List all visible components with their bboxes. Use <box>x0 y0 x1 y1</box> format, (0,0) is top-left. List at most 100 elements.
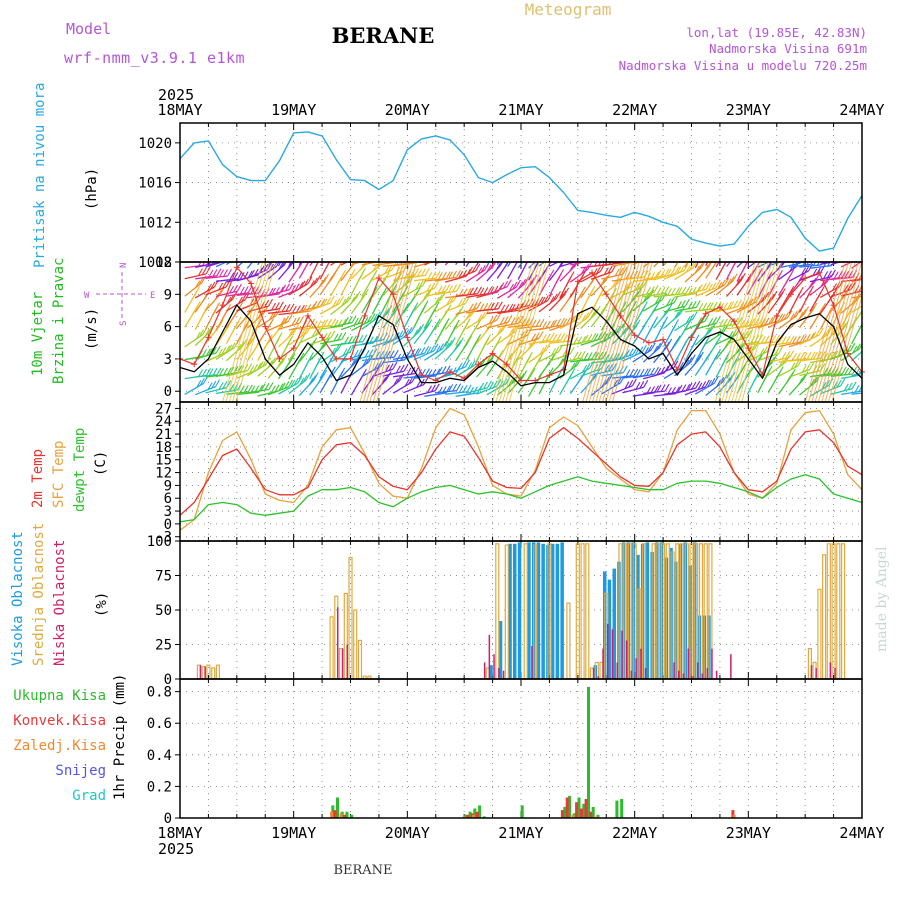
wind-gust-marker <box>816 269 823 276</box>
wind-barb-feather <box>689 313 695 322</box>
wind-barb-feather <box>618 267 624 276</box>
wind-barb-feather <box>448 285 454 293</box>
wind-barb-feather <box>311 375 317 383</box>
wind-barb-feather <box>603 267 609 275</box>
cloud-bar-low <box>640 648 642 679</box>
wind-barb-feather <box>216 367 222 376</box>
wind-barb-feather <box>796 276 802 285</box>
wind-barb-feather <box>546 358 552 367</box>
panel-2-ytick-label-10: 27 <box>155 401 172 417</box>
wind-barb <box>246 262 254 269</box>
wind-barb-feather <box>427 385 432 393</box>
wind-barb-feather <box>653 285 659 293</box>
wind-barb-feather <box>216 268 222 277</box>
wind-barb <box>851 392 862 395</box>
wind-barb-feather <box>556 318 562 327</box>
wind-barb-feather <box>424 345 430 354</box>
wind-barb-feather <box>720 279 726 288</box>
bottom-x-tick-2: 20MAY <box>385 824 430 842</box>
wind-barb-feather <box>239 286 245 295</box>
wind-barb-feather <box>326 358 332 367</box>
wind-gust-marker <box>276 355 283 362</box>
wind-barb-feather <box>320 319 326 328</box>
wind-barb-feather <box>584 312 590 320</box>
temp-side-label-1: 2m Temp <box>30 449 46 508</box>
wind-barb-feather <box>858 385 862 392</box>
precip-bar-total <box>568 795 572 818</box>
panel-2-ytick-label-7: 18 <box>155 440 172 456</box>
wind-barb-feather <box>631 378 637 387</box>
wind-barb-feather <box>536 276 542 285</box>
wind-barb-feather <box>241 294 247 302</box>
wind-barb-feather <box>447 339 453 348</box>
wind-barb-feather <box>218 282 224 291</box>
wind-barb-feather <box>217 348 223 357</box>
wind-barb-feather <box>264 325 270 333</box>
wind-barb-feather <box>628 379 634 388</box>
wind-barb-feather <box>456 270 461 278</box>
cloud-bar-high <box>612 568 616 679</box>
wind-barb-feather <box>660 384 666 392</box>
wind-barb-feather <box>770 316 776 324</box>
cloud-bar-low <box>498 668 500 679</box>
wind-barb-feather <box>694 265 700 274</box>
cloud-bar-low <box>673 662 675 679</box>
wind-barb-feather <box>453 343 459 352</box>
wind-barb-feather <box>552 319 558 328</box>
wind-barb-feather <box>452 383 458 392</box>
wind-barb-feather <box>738 275 744 284</box>
precip-bar-conv <box>343 814 347 818</box>
wind-barb-feather <box>669 361 675 370</box>
cloud-bar-high <box>560 542 564 679</box>
cloud-bar-high <box>508 543 512 679</box>
cloud-bar-low <box>625 640 628 679</box>
wind-barb-feather <box>218 319 224 327</box>
bottom-x-tick-labels: 18MAY 19MAY 20MAY 21MAY 22MAY 23MAY 24MAY <box>157 824 884 842</box>
wind-barb-feather <box>586 293 592 301</box>
wind-barb-feather <box>810 351 816 360</box>
wind-barb <box>736 262 744 268</box>
wind-barb-feather <box>659 323 665 332</box>
wind-barb-feather <box>602 262 605 266</box>
wind-barb-feather <box>288 282 294 291</box>
panel-4-ytick-label-0: 0 <box>164 811 172 827</box>
wind-barb-feather <box>732 273 738 282</box>
wind-barb-feather <box>488 316 494 324</box>
wind-barb-feather <box>641 344 647 353</box>
wind-hatch-line <box>225 262 267 402</box>
wind-barb-feather <box>713 375 719 384</box>
wind-hatch-line <box>602 262 643 402</box>
wind-barb-feather <box>780 314 786 322</box>
wind-barb-feather <box>222 381 228 389</box>
precip-legend-total: Ukupna Kisa <box>13 688 106 704</box>
wind-barb-feather <box>674 266 680 275</box>
wind-barb-feather <box>470 360 476 368</box>
wind-barb-feather <box>362 359 367 368</box>
wind-barb-feather <box>390 309 396 318</box>
precip-bar-frz <box>732 814 736 818</box>
wind-barb-feather <box>649 323 655 331</box>
wind-barb-feather <box>445 284 451 292</box>
wind-barb-feather <box>712 316 718 325</box>
wind-barb-feather <box>622 266 628 275</box>
wind-hatch-line <box>734 262 776 402</box>
panel-0-ytick-label-2: 1016 <box>138 176 172 192</box>
wind-barb-feather <box>302 375 308 383</box>
wind-side-label-2: Brzina i Pravac <box>51 258 67 384</box>
wind-barb-feather <box>312 300 318 309</box>
wind-barb-feather <box>353 317 359 326</box>
wind-barb-feather <box>805 363 811 372</box>
wind-barb-feather <box>549 320 555 328</box>
wind-barb-feather <box>461 361 467 369</box>
wind-barb-feather <box>642 280 648 288</box>
wind-barb-feather <box>339 296 344 304</box>
wind-barb-feather <box>823 277 829 285</box>
wind-barb-feather <box>281 262 286 268</box>
wind-barb-feather <box>729 301 735 309</box>
wind-gust-marker <box>205 334 212 341</box>
wind-barb-feather <box>504 342 510 350</box>
wind-barb-feather <box>202 368 207 377</box>
wind-barb-feather <box>799 334 805 343</box>
wind-barb-feather <box>462 288 468 296</box>
wind-barb-feather <box>508 283 514 292</box>
